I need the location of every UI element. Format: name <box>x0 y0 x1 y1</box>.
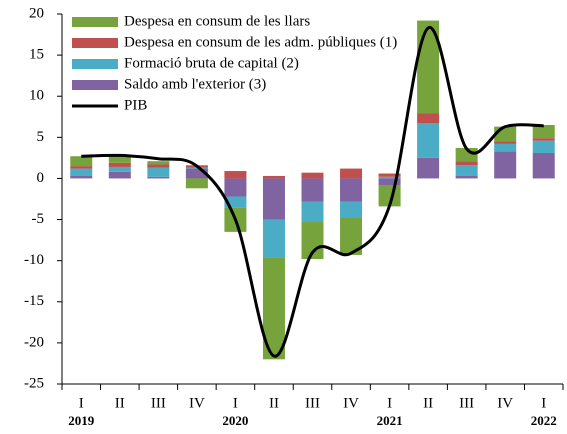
bar-segment <box>185 167 208 169</box>
bar-segment <box>532 140 555 153</box>
x-tick-label: II <box>423 395 433 411</box>
bar-segment <box>262 257 285 360</box>
bar-segment <box>455 148 478 162</box>
x-tick-label: III <box>151 395 166 411</box>
y-tick-label: 15 <box>29 47 44 63</box>
x-tick-label: I <box>233 395 238 411</box>
bar-segment <box>301 178 324 202</box>
legend-label: Despesa en consum de les adm. públiques … <box>124 34 397 50</box>
bar-segment <box>301 172 324 179</box>
bar-segment <box>301 201 324 223</box>
bar-segment <box>262 178 285 220</box>
y-tick-label: -20 <box>24 334 44 350</box>
bar-segment <box>417 157 440 179</box>
bar-segment <box>108 166 131 172</box>
x-tick-label: I <box>387 395 392 411</box>
year-label: 2019 <box>68 413 95 428</box>
x-tick-label: III <box>459 395 474 411</box>
bar-segment <box>108 171 131 179</box>
y-tick-label: -15 <box>24 293 44 309</box>
bar-segment <box>147 161 170 165</box>
legend-swatch <box>72 17 118 27</box>
legend-swatch <box>72 59 118 69</box>
x-tick-label: IV <box>497 395 513 411</box>
bar-segment <box>108 154 131 163</box>
bar-segment <box>70 175 93 179</box>
bar-segment <box>340 178 363 202</box>
bar-segment <box>70 166 93 169</box>
bar-segment <box>455 175 478 179</box>
y-tick-label: -10 <box>24 252 44 268</box>
x-tick-label: I <box>541 395 546 411</box>
bar-segment <box>378 178 401 186</box>
y-tick-label: -25 <box>24 375 44 391</box>
bar-segment <box>455 165 478 176</box>
x-tick-label: I <box>79 395 84 411</box>
bar-segment <box>262 175 285 179</box>
bar-segment <box>417 123 440 158</box>
x-tick-label: IV <box>343 395 359 411</box>
bar-segment <box>378 173 401 177</box>
bar-segment <box>494 143 517 152</box>
legend-label: Saldo amb l'exterior (3) <box>124 76 266 92</box>
x-tick-label: II <box>115 395 125 411</box>
bar-segment <box>224 178 247 197</box>
bar-segment <box>108 162 131 167</box>
bar-segment <box>224 171 247 179</box>
bar-segment <box>378 176 401 179</box>
bar-segment <box>340 217 363 255</box>
bar-segment <box>224 196 247 208</box>
bar-segment <box>340 201 363 218</box>
year-label: 2022 <box>531 413 557 428</box>
y-tick-label: 20 <box>29 5 44 21</box>
bar-segment <box>70 156 93 167</box>
legend-label: Formació bruta de capital (2) <box>124 55 299 71</box>
bar-segment <box>147 176 170 179</box>
x-tick-label: IV <box>189 395 205 411</box>
bar-segment <box>262 219 285 258</box>
bar-segment <box>494 151 517 179</box>
year-label: 2021 <box>377 413 403 428</box>
bar-segment <box>70 168 93 176</box>
x-tick-label: II <box>269 395 279 411</box>
bar-segment <box>455 161 478 166</box>
x-tick-label: III <box>305 395 320 411</box>
line <box>81 26 544 358</box>
y-tick-label: 10 <box>29 88 44 104</box>
bar-segment <box>301 222 324 260</box>
y-tick-label: 0 <box>37 170 45 186</box>
bar-segment <box>147 167 170 177</box>
legend-label: Despesa en consum de les llars <box>124 13 310 29</box>
bar-segment <box>185 168 208 179</box>
year-label: 2020 <box>222 413 248 428</box>
legend-label: PIB <box>124 97 147 113</box>
legend-swatch <box>72 38 118 48</box>
bar-segment <box>532 152 555 179</box>
bar-segment <box>494 141 517 144</box>
bar-segment <box>185 178 208 189</box>
bar-segment <box>532 138 555 141</box>
y-tick-label: -5 <box>32 211 45 227</box>
bar-segment <box>532 125 555 139</box>
legend-swatch <box>72 80 118 90</box>
y-tick-label: 5 <box>37 129 45 145</box>
bar-segment <box>417 113 440 124</box>
bar-segment <box>340 168 363 179</box>
bar-segment <box>147 164 170 168</box>
